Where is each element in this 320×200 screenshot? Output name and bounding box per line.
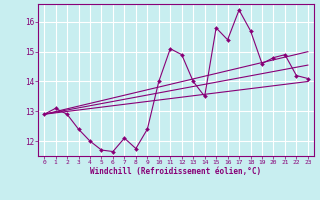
X-axis label: Windchill (Refroidissement éolien,°C): Windchill (Refroidissement éolien,°C) [91, 167, 261, 176]
